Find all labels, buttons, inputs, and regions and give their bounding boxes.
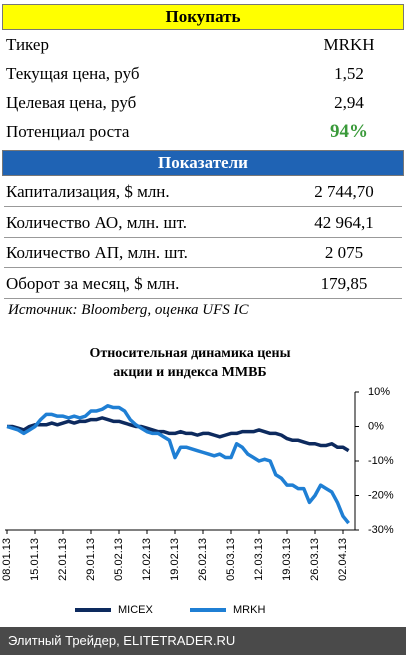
y-tick-label: 0% — [368, 420, 384, 432]
legend-label: MRKH — [233, 604, 265, 616]
x-tick-label: 08.01.13 — [1, 538, 13, 581]
y-tick-label: -20% — [368, 489, 394, 501]
x-tick-label: 19.03.13 — [281, 538, 293, 581]
metrics-row: Капитализация, $ млн. 2 744,70 — [4, 177, 402, 207]
x-tick-label: 22.01.13 — [57, 538, 69, 581]
row-label: Тикер — [6, 35, 49, 54]
x-tick-label: 12.03.13 — [253, 538, 265, 581]
y-tick-label: -30% — [368, 524, 394, 536]
metrics-row: Количество АО, млн. шт. 42 964,1 — [4, 208, 402, 238]
buy-row: Тикер MRKH — [4, 30, 402, 59]
y-tick-label: 10% — [368, 386, 390, 398]
row-value: MRKH — [323, 35, 375, 54]
x-tick-label: 29.01.13 — [85, 538, 97, 581]
metrics-row: Количество АП, млн. шт. 2 075 — [4, 238, 402, 268]
row-label: Оборот за месяц, $ млн. — [6, 273, 180, 293]
x-tick-label: 12.02.13 — [141, 538, 153, 581]
metrics-header: Показатели — [2, 150, 404, 176]
x-tick-label: 05.02.13 — [113, 538, 125, 581]
chart-title: акции и индекса ММВБ — [113, 365, 266, 380]
x-tick-label: 26.02.13 — [197, 538, 209, 581]
row-value: 2 075 — [324, 243, 364, 262]
x-tick-label: 02.04.13 — [337, 538, 349, 581]
x-tick-label: 26.03.13 — [309, 538, 321, 581]
x-tick-label: 15.01.13 — [29, 538, 41, 581]
row-value: 94% — [330, 121, 368, 142]
buy-row: Целевая цена, руб 2,94 — [4, 88, 402, 117]
row-label: Целевая цена, руб — [6, 93, 137, 112]
buy-row: Потенциал роста 94% — [4, 117, 402, 146]
row-value: 42 964,1 — [314, 212, 374, 232]
x-tick-label: 05.03.13 — [225, 538, 237, 581]
row-label: Количество АП, млн. шт. — [6, 243, 188, 262]
row-value: 2 744,70 — [314, 182, 374, 201]
buy-header: Покупать — [2, 4, 404, 30]
row-value: 2,94 — [334, 93, 364, 112]
chart-title: Относительная динамика цены — [89, 346, 290, 361]
row-value: 1,52 — [334, 64, 364, 83]
chart: Относительная динамика цены акции и индек… — [1, 346, 394, 616]
legend-label: MICEX — [118, 604, 154, 616]
series-line — [7, 416, 350, 453]
source: Источник: Bloomberg, оценка UFS IC — [8, 302, 249, 318]
row-label: Количество АО, млн. шт. — [6, 212, 188, 232]
row-label: Текущая цена, руб — [6, 64, 140, 83]
footer: Элитный Трейдер, ELITETRADER.RU — [0, 627, 406, 655]
buy-row: Текущая цена, руб 1,52 — [4, 59, 402, 88]
x-tick-label: 19.02.13 — [169, 538, 181, 581]
row-label: Потенциал роста — [6, 122, 130, 141]
y-tick-label: -10% — [368, 455, 394, 467]
metrics-row: Оборот за месяц, $ млн. 179,85 — [4, 269, 402, 299]
row-value: 179,85 — [320, 273, 368, 293]
series-line — [6, 404, 350, 525]
row-label: Капитализация, $ млн. — [6, 182, 170, 201]
